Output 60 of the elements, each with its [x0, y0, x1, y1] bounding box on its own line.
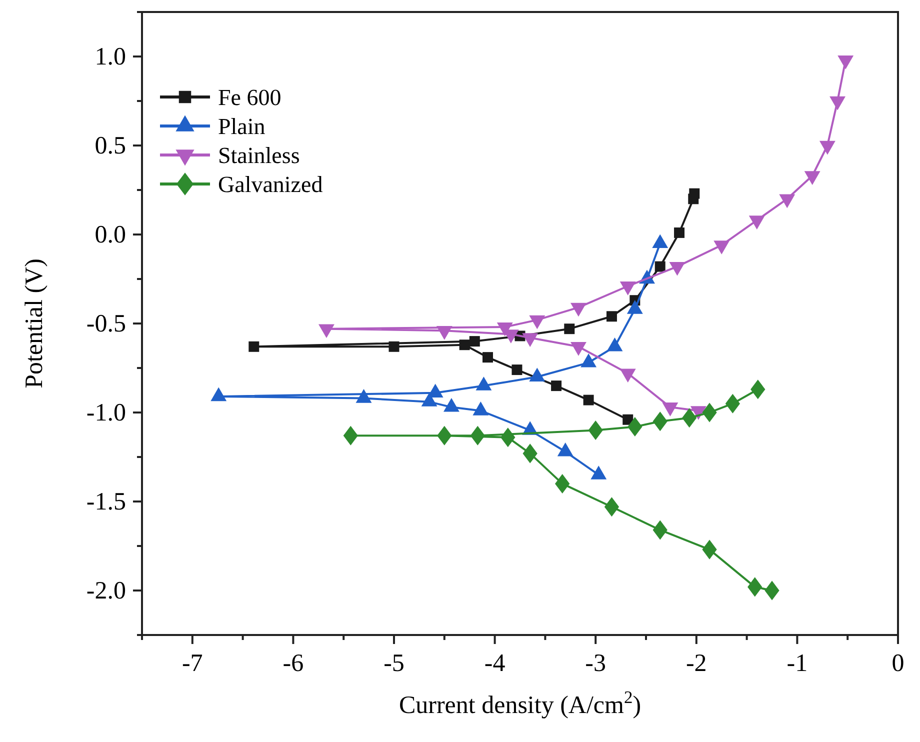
- point: [674, 227, 685, 238]
- point: [702, 402, 717, 422]
- x-tick-label: 0: [892, 650, 904, 677]
- point: [437, 426, 452, 446]
- y-tick-label: 0.0: [94, 222, 126, 248]
- x-tick-label: -5: [384, 650, 404, 677]
- point: [512, 364, 522, 376]
- y-tick-label: 0.5: [94, 132, 126, 160]
- legend-label: Plain: [218, 114, 266, 139]
- point: [588, 420, 603, 440]
- point: [830, 96, 846, 110]
- point: [748, 577, 762, 597]
- point: [779, 194, 796, 208]
- x-tick-label: -3: [585, 650, 606, 677]
- y-tick-label: -1.5: [86, 488, 126, 516]
- point: [522, 444, 538, 464]
- legend-label: Galvanized: [218, 172, 324, 197]
- x-tick-label: -6: [282, 650, 304, 677]
- x-tick-label: -2: [686, 650, 707, 677]
- point: [819, 140, 836, 155]
- point: [804, 171, 820, 185]
- point: [652, 412, 668, 432]
- point: [628, 416, 642, 436]
- point: [583, 394, 594, 406]
- point: [469, 336, 480, 347]
- point: [654, 261, 666, 272]
- point: [470, 426, 485, 446]
- point: [764, 580, 780, 600]
- x-tick-label: -7: [182, 650, 203, 677]
- point: [838, 55, 854, 70]
- point: [500, 428, 516, 448]
- x-tick-label: -4: [484, 650, 506, 677]
- legend-label: Stainless: [218, 143, 300, 168]
- point: [555, 474, 570, 494]
- point: [682, 408, 697, 428]
- point: [551, 380, 562, 392]
- y-tick-label: -1.0: [86, 400, 126, 426]
- y-tick-label: -0.5: [86, 310, 126, 338]
- x-axis-title: Current density (A/cm$^{2}$): [398, 687, 642, 719]
- legend-label: Fe 600: [218, 85, 282, 110]
- point: [604, 497, 620, 517]
- point: [248, 341, 260, 352]
- point: [669, 262, 686, 276]
- point: [689, 188, 700, 199]
- x-tick-label: -1: [786, 650, 808, 677]
- y-tick-label: 1.0: [94, 44, 126, 70]
- point: [750, 380, 766, 400]
- point: [606, 311, 617, 322]
- point: [564, 324, 575, 334]
- point: [459, 340, 470, 350]
- point: [725, 394, 740, 414]
- point: [482, 352, 493, 363]
- point: [748, 216, 765, 230]
- point: [388, 341, 400, 352]
- point: [652, 520, 668, 540]
- point: [343, 426, 358, 446]
- point: [714, 240, 730, 254]
- y-axis-title: Potential (V): [21, 258, 48, 388]
- y-tick-label: -2.0: [86, 578, 126, 604]
- point: [702, 540, 717, 560]
